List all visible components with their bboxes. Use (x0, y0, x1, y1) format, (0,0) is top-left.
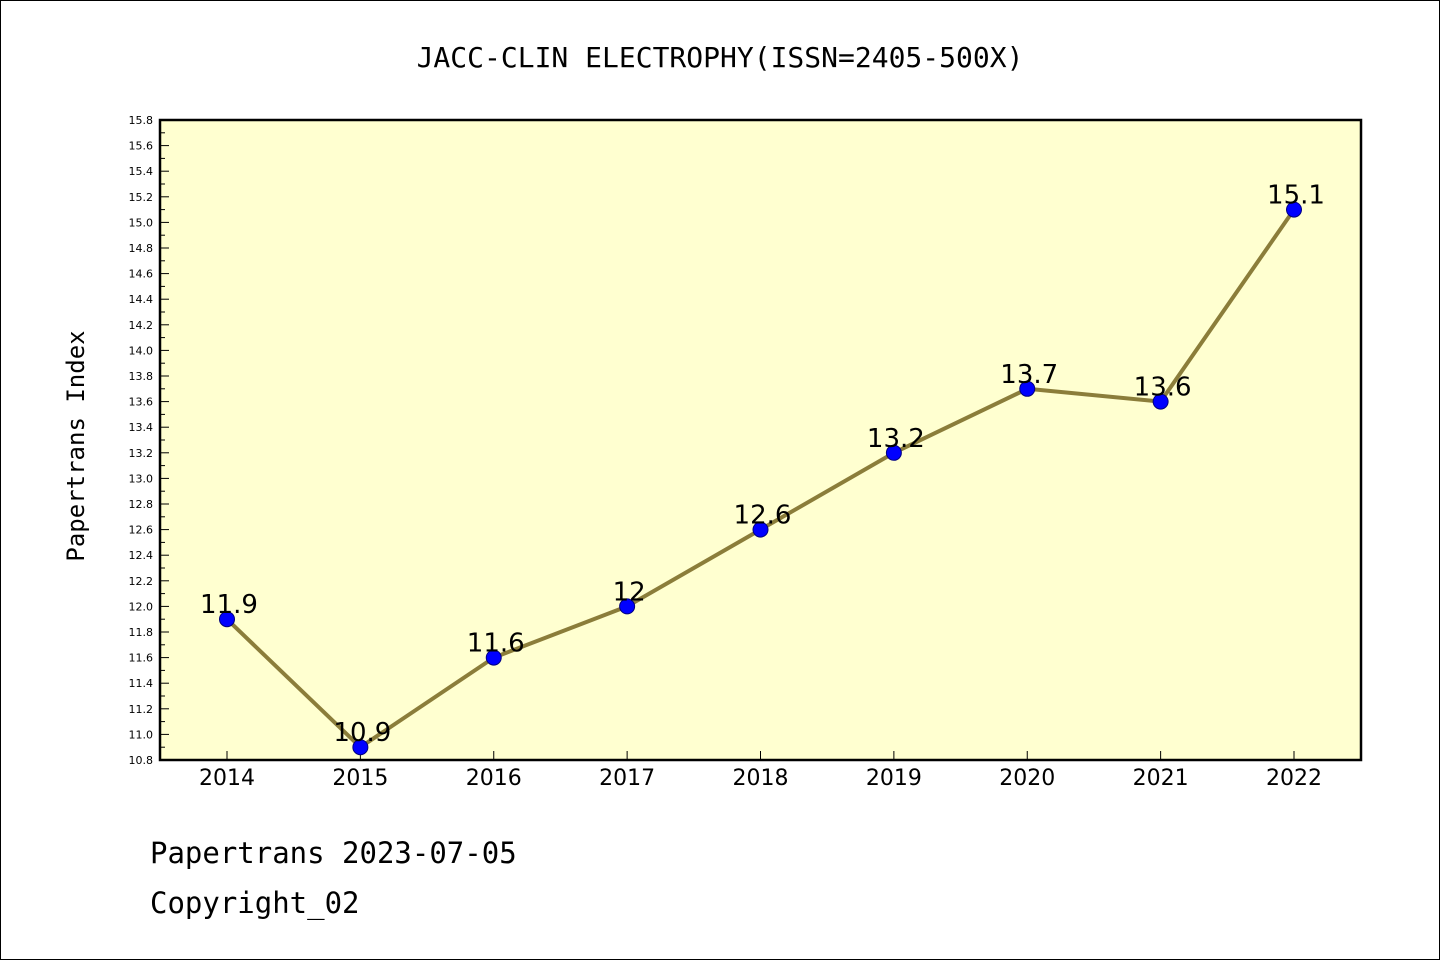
plot-area (158, 118, 1363, 762)
x-tick-label: 2016 (466, 766, 522, 791)
y-tick-label: 12.6 (129, 524, 154, 537)
data-point-label: 10.9 (333, 718, 391, 748)
data-point-label: 13.2 (867, 424, 925, 454)
y-tick-label: 11.6 (129, 652, 154, 665)
data-point-marker (619, 598, 636, 615)
y-tick-label: 11.4 (129, 677, 154, 690)
y-tick-label: 15.4 (129, 165, 154, 178)
x-tick-label: 2018 (733, 766, 789, 791)
y-tick-label: 13.6 (129, 396, 154, 409)
data-point-label: 13.6 (1134, 373, 1192, 403)
data-markers (219, 201, 1302, 756)
y-tick-label: 12.8 (129, 498, 154, 511)
y-tick-label: 13.2 (129, 447, 154, 460)
y-tick-label: 14.0 (129, 344, 154, 357)
data-labels: 11.9 10.9 11.6 12 12.6 13.2 13.7 13.6 15.1 (200, 181, 1325, 749)
data-point-label: 12 (613, 577, 646, 607)
y-tick-label: 13.8 (129, 370, 154, 383)
footer-date-line: Papertrans 2023-07-05 (150, 836, 517, 870)
data-point-marker (885, 444, 902, 461)
y-tick-label: 15.8 (129, 114, 154, 127)
x-tick-label: 2014 (199, 766, 255, 791)
x-axis-ticks: 2014 2015 2016 2017 2018 2019 2020 2021 2022 (199, 751, 1322, 791)
x-tick-label: 2022 (1266, 766, 1322, 791)
y-tick-label: 15.2 (129, 191, 154, 204)
y-tick-label: 14.8 (129, 242, 154, 255)
y-tick-label: 14.6 (129, 268, 154, 281)
footer-copyright-line: Copyright_02 (150, 886, 360, 920)
y-tick-label: 12.0 (129, 600, 154, 613)
y-tick-label: 11.0 (129, 728, 154, 741)
y-tick-label: 13.4 (129, 421, 154, 434)
y-tick-label: 10.8 (129, 754, 154, 767)
x-tick-label: 2020 (999, 766, 1055, 791)
data-point-marker (1152, 393, 1169, 410)
chart-title: JACC-CLIN ELECTROPHY(ISSN=2405-500X) (417, 41, 1024, 74)
x-tick-label: 2017 (599, 766, 655, 791)
data-point-label: 11.9 (200, 590, 258, 620)
y-tick-label: 14.4 (129, 293, 154, 306)
y-axis-label: Papertrans Index (62, 330, 90, 561)
data-point-marker (485, 649, 502, 666)
x-tick-label: 2021 (1133, 766, 1189, 791)
data-point-marker (1019, 380, 1036, 397)
y-tick-label: 12.4 (129, 549, 154, 562)
data-point-marker (219, 611, 235, 628)
y-tick-label: 11.8 (129, 626, 154, 639)
y-axis-ticks: 10.8 11.0 11.2 11.4 11.6 11.8 12.0 12.2 12.4 12.6… (129, 114, 169, 767)
data-point-label: 12.6 (734, 501, 792, 531)
x-tick-label: 2015 (332, 766, 388, 791)
y-tick-label: 13.0 (129, 472, 154, 485)
data-point-label: 11.6 (467, 629, 525, 659)
y-tick-label: 11.2 (129, 703, 154, 716)
y-tick-label: 12.2 (129, 575, 154, 588)
data-point-label: 15.1 (1267, 181, 1325, 211)
x-tick-label: 2019 (866, 766, 922, 791)
y-tick-label: 15.0 (129, 216, 154, 229)
y-tick-label: 15.6 (129, 140, 154, 153)
data-point-marker (752, 521, 769, 538)
data-point-marker (1286, 201, 1302, 218)
data-point-label: 13.7 (1000, 360, 1058, 390)
data-point-marker (352, 739, 369, 756)
y-tick-label: 14.2 (129, 319, 154, 332)
